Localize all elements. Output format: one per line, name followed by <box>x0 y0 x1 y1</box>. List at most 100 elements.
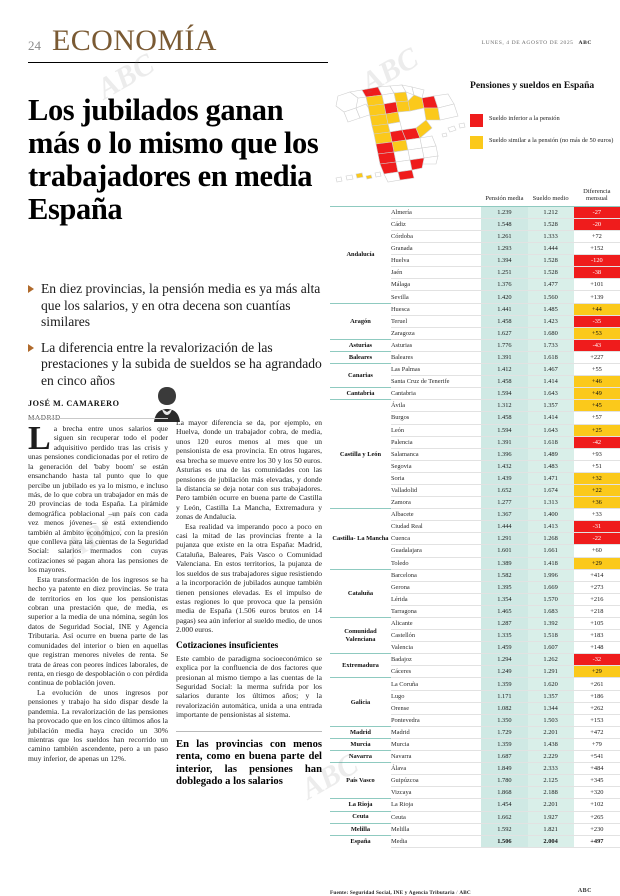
salary-cell: 1.620 <box>527 677 574 691</box>
infographic-panel: Pensiones y sueldos en España Sueldo inf… <box>328 62 620 896</box>
salary-cell: 1.528 <box>527 254 574 268</box>
table-row: Cataluña Barcelona 1.582 1.996 +414 <box>330 568 620 618</box>
table-row: Granada 1.293 1.444 +152 <box>330 242 620 256</box>
table-row: La Rioja La Rioja 1.454 2.201 +102 <box>330 798 620 812</box>
pension-cell: 1.687 <box>481 750 528 764</box>
difference-cell: +227 <box>573 350 620 365</box>
difference-cell: +72 <box>573 230 620 244</box>
table-row: Palencia 1.391 1.618 -42 <box>330 436 620 449</box>
col-header-community <box>330 188 391 206</box>
salary-cell: 1.477 <box>527 278 574 292</box>
table-row: Lugo 1.171 1.357 +186 <box>330 690 620 703</box>
community-cell: Ceuta <box>330 810 391 824</box>
table-row: Pontevedra 1.350 1.503 +153 <box>330 714 620 727</box>
pullquote-rule <box>176 730 322 732</box>
province-cell: Baleares <box>390 350 482 365</box>
province-cell: Cádiz <box>390 218 482 232</box>
paragraph: La mayor diferencia se da, por ejemplo, … <box>176 418 322 522</box>
province-cell: Burgos <box>390 411 482 425</box>
dateline-date: LUNES, 4 DE AGOSTO DE 2025 <box>481 40 574 46</box>
difference-cell: +36 <box>573 496 620 510</box>
dateline: LUNES, 4 DE AGOSTO DE 2025 ABC <box>482 40 592 46</box>
salary-cell: 1.268 <box>527 532 574 546</box>
salary-cell: 1.528 <box>527 218 574 232</box>
province-cell: Sevilla <box>390 290 482 304</box>
province-cell: Asturias <box>390 338 482 352</box>
difference-cell: +230 <box>573 822 620 836</box>
table-row: Toledo 1.389 1.418 +29 <box>330 557 620 570</box>
province-cell: La Coruña <box>390 677 482 691</box>
pension-cell: 1.459 <box>481 641 528 655</box>
community-cell: Canarias <box>330 363 391 388</box>
salary-cell: 1.313 <box>527 496 574 510</box>
pension-cell: 1.776 <box>481 338 528 352</box>
salary-cell: 1.413 <box>527 520 574 534</box>
province-cell: Zamora <box>390 496 482 510</box>
salary-cell: 1.357 <box>527 690 574 703</box>
difference-cell: +497 <box>573 834 620 848</box>
source-note: Fuente: Seguridad Social, INE y Agencia … <box>330 890 560 896</box>
table-row: Ciudad Real 1.444 1.413 -31 <box>330 520 620 534</box>
salary-cell: 1.392 <box>527 616 574 631</box>
legend-item: Sueldo similar a la pensión (no más de 5… <box>470 136 620 149</box>
table-row: Melilla Melilla 1.592 1.821 +230 <box>330 822 620 836</box>
difference-cell: -35 <box>573 315 620 328</box>
map-legend: Sueldo inferior a la pensión Sueldo simi… <box>470 114 620 158</box>
province-cell: Jaén <box>390 266 482 280</box>
table-row: Guadalajara 1.601 1.661 +60 <box>330 544 620 558</box>
province-cell: Córdoba <box>390 230 482 244</box>
community-cell: Navarra <box>330 750 391 763</box>
pullquote: En las provincias con menos renta, como … <box>176 738 322 788</box>
pension-cell: 1.729 <box>481 725 528 739</box>
province-cell: Gerona <box>390 581 482 594</box>
pension-cell: 1.506 <box>481 834 528 848</box>
salary-cell: 1.485 <box>527 302 574 316</box>
table-row: Orense 1.082 1.344 +262 <box>330 702 620 715</box>
province-cell: Pontevedra <box>390 714 482 727</box>
difference-cell: +265 <box>573 810 620 824</box>
pension-cell: 1.367 <box>481 508 528 522</box>
province-cell: Ciudad Real <box>390 520 482 534</box>
difference-cell: +49 <box>573 387 620 401</box>
province-cell: Castellón <box>390 629 482 643</box>
salary-cell: 1.333 <box>527 230 574 244</box>
pension-cell: 1.312 <box>481 399 528 413</box>
table-row: Asturias Asturias 1.776 1.733 -43 <box>330 338 620 352</box>
table-row: Comunidad Valenciana Alicante 1.287 1.392 +1… <box>330 616 620 654</box>
pension-cell: 1.420 <box>481 290 528 304</box>
difference-cell: +25 <box>573 424 620 437</box>
difference-cell: +45 <box>573 399 620 413</box>
difference-cell: +218 <box>573 605 620 619</box>
table-row: Navarra Navarra 1.687 2.229 +541 <box>330 750 620 764</box>
paragraph: Esa realidad va imperando poco a poco en… <box>176 521 322 635</box>
province-cell: Orense <box>390 702 482 715</box>
pension-cell: 1.412 <box>481 363 528 377</box>
salary-cell: 1.996 <box>527 568 574 582</box>
community-cell: Cataluña <box>330 568 391 618</box>
salary-cell: 1.661 <box>527 544 574 558</box>
salary-cell: 1.438 <box>527 737 574 752</box>
legend-label: Sueldo inferior a la pensión <box>489 115 560 122</box>
difference-cell: +46 <box>573 375 620 389</box>
difference-cell: +105 <box>573 616 620 631</box>
community-cell: Aragón <box>330 302 391 340</box>
difference-cell: +148 <box>573 641 620 655</box>
summary-bullets: En diez provincias, la pensión media es … <box>28 281 336 399</box>
province-cell: Almería <box>390 205 482 219</box>
spain-choropleth-map <box>328 66 478 196</box>
province-cell: Albacete <box>390 508 482 522</box>
province-cell: Málaga <box>390 278 482 292</box>
difference-cell: +33 <box>573 508 620 522</box>
pension-cell: 1.458 <box>481 411 528 425</box>
table-row: Salamanca 1.396 1.489 +93 <box>330 448 620 461</box>
source-text: Fuente: Seguridad Social, INE y Agencia … <box>330 890 455 896</box>
difference-cell: +102 <box>573 798 620 812</box>
salary-cell: 1.733 <box>527 338 574 352</box>
pension-cell: 1.376 <box>481 278 528 292</box>
table-row: León 1.594 1.643 +25 <box>330 424 620 437</box>
legend-item: Sueldo inferior a la pensión <box>470 114 620 127</box>
table-row: Extremadura Badajoz 1.294 1.262 -32 <box>330 653 620 678</box>
salary-cell: 2.125 <box>527 774 574 788</box>
province-cell: Zaragoza <box>390 327 482 340</box>
